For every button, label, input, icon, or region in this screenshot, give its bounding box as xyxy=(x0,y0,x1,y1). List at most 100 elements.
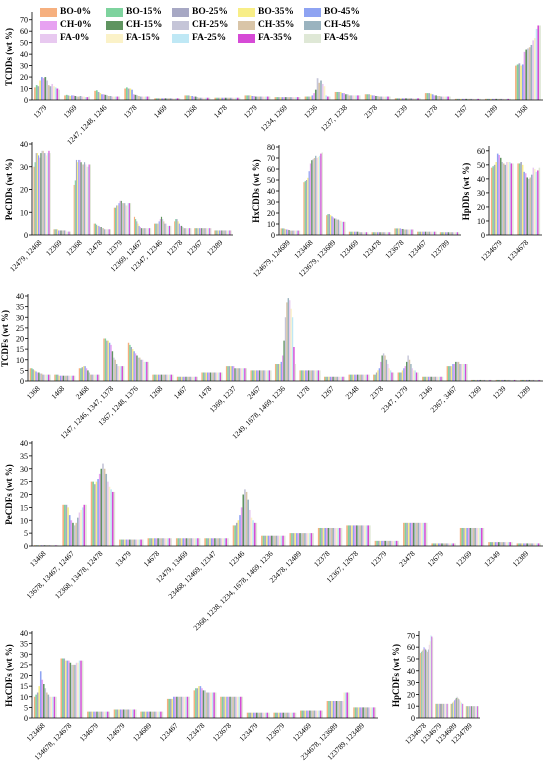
bar xyxy=(55,229,57,235)
y-axis-label: HxCDFs (wt %) xyxy=(4,644,14,707)
bar xyxy=(324,527,327,546)
bar xyxy=(78,159,80,235)
bar xyxy=(96,711,98,719)
bar xyxy=(469,706,471,718)
bar xyxy=(163,374,165,382)
bar xyxy=(506,162,508,235)
bar xyxy=(360,525,363,546)
bar xyxy=(406,229,408,235)
bar xyxy=(210,228,212,235)
bar xyxy=(345,94,347,100)
legend-item: CH-35% xyxy=(238,19,304,31)
bar xyxy=(373,707,375,719)
bar xyxy=(306,96,309,100)
bar xyxy=(186,228,188,235)
bar xyxy=(198,686,200,719)
bar xyxy=(169,374,171,382)
bar xyxy=(167,374,170,382)
bar xyxy=(85,504,87,546)
bar xyxy=(363,374,366,382)
bar xyxy=(454,699,456,718)
legend-swatch xyxy=(40,7,57,17)
bar xyxy=(476,379,479,381)
bar xyxy=(154,538,156,546)
y-tick-label: 20 xyxy=(267,209,275,218)
bar xyxy=(157,223,159,236)
bar xyxy=(411,229,413,235)
bar xyxy=(512,163,514,235)
bar xyxy=(109,95,112,100)
bar xyxy=(326,527,328,546)
bar xyxy=(124,539,126,546)
bar xyxy=(303,710,305,718)
bar xyxy=(348,374,350,382)
bar xyxy=(408,98,411,100)
bar xyxy=(236,97,239,100)
bar xyxy=(89,164,91,235)
bar xyxy=(505,379,507,381)
bar xyxy=(341,221,344,235)
bar xyxy=(343,376,346,381)
bar xyxy=(108,229,110,235)
bar xyxy=(67,95,70,100)
bar xyxy=(445,96,448,100)
y-tick-label: 60 xyxy=(477,147,485,156)
bar xyxy=(504,379,506,381)
bar xyxy=(404,522,407,546)
bar xyxy=(530,44,533,100)
bar xyxy=(355,374,357,382)
bar xyxy=(249,712,252,718)
bar xyxy=(358,95,361,100)
x-tick-label: 1239 xyxy=(392,103,409,120)
bar xyxy=(461,98,464,100)
bar xyxy=(107,229,109,235)
bar xyxy=(520,379,522,381)
bar xyxy=(207,538,210,546)
bar xyxy=(526,177,528,235)
bar xyxy=(451,232,453,235)
bar xyxy=(230,366,232,382)
bar xyxy=(94,711,97,719)
x-tick-label: 1369 xyxy=(62,103,79,120)
x-tick-label: 123478 xyxy=(184,721,206,743)
bar xyxy=(387,232,389,235)
bar xyxy=(170,538,172,546)
bar xyxy=(130,709,133,718)
bar xyxy=(69,375,72,381)
y-tick-label: 0 xyxy=(481,231,485,240)
bar xyxy=(123,203,125,235)
bar xyxy=(477,706,479,718)
bar xyxy=(528,47,531,100)
bar xyxy=(406,522,408,546)
bar xyxy=(372,232,375,235)
bar xyxy=(38,372,40,381)
bar xyxy=(54,374,56,382)
y-tick-label: 35 xyxy=(20,452,28,461)
bar xyxy=(68,375,70,381)
bar xyxy=(214,538,216,546)
bar xyxy=(209,228,211,235)
bar xyxy=(171,98,174,100)
bar xyxy=(34,162,36,235)
bar xyxy=(494,542,497,546)
legend-swatch xyxy=(304,33,321,43)
bar xyxy=(261,370,264,382)
bar xyxy=(269,535,271,546)
bar xyxy=(446,232,448,235)
bar xyxy=(367,525,370,546)
bar xyxy=(254,370,257,382)
bar xyxy=(115,364,118,381)
bar xyxy=(464,527,467,546)
bar xyxy=(54,229,56,235)
bar xyxy=(471,379,473,381)
bar xyxy=(157,98,160,100)
y-tick-label: 60 xyxy=(407,643,415,652)
bar xyxy=(456,361,458,382)
bar xyxy=(102,94,105,100)
bar xyxy=(83,504,86,546)
bar xyxy=(344,221,346,235)
bar xyxy=(130,347,133,381)
bar xyxy=(74,180,76,235)
bar xyxy=(143,711,145,719)
bar xyxy=(49,86,52,100)
